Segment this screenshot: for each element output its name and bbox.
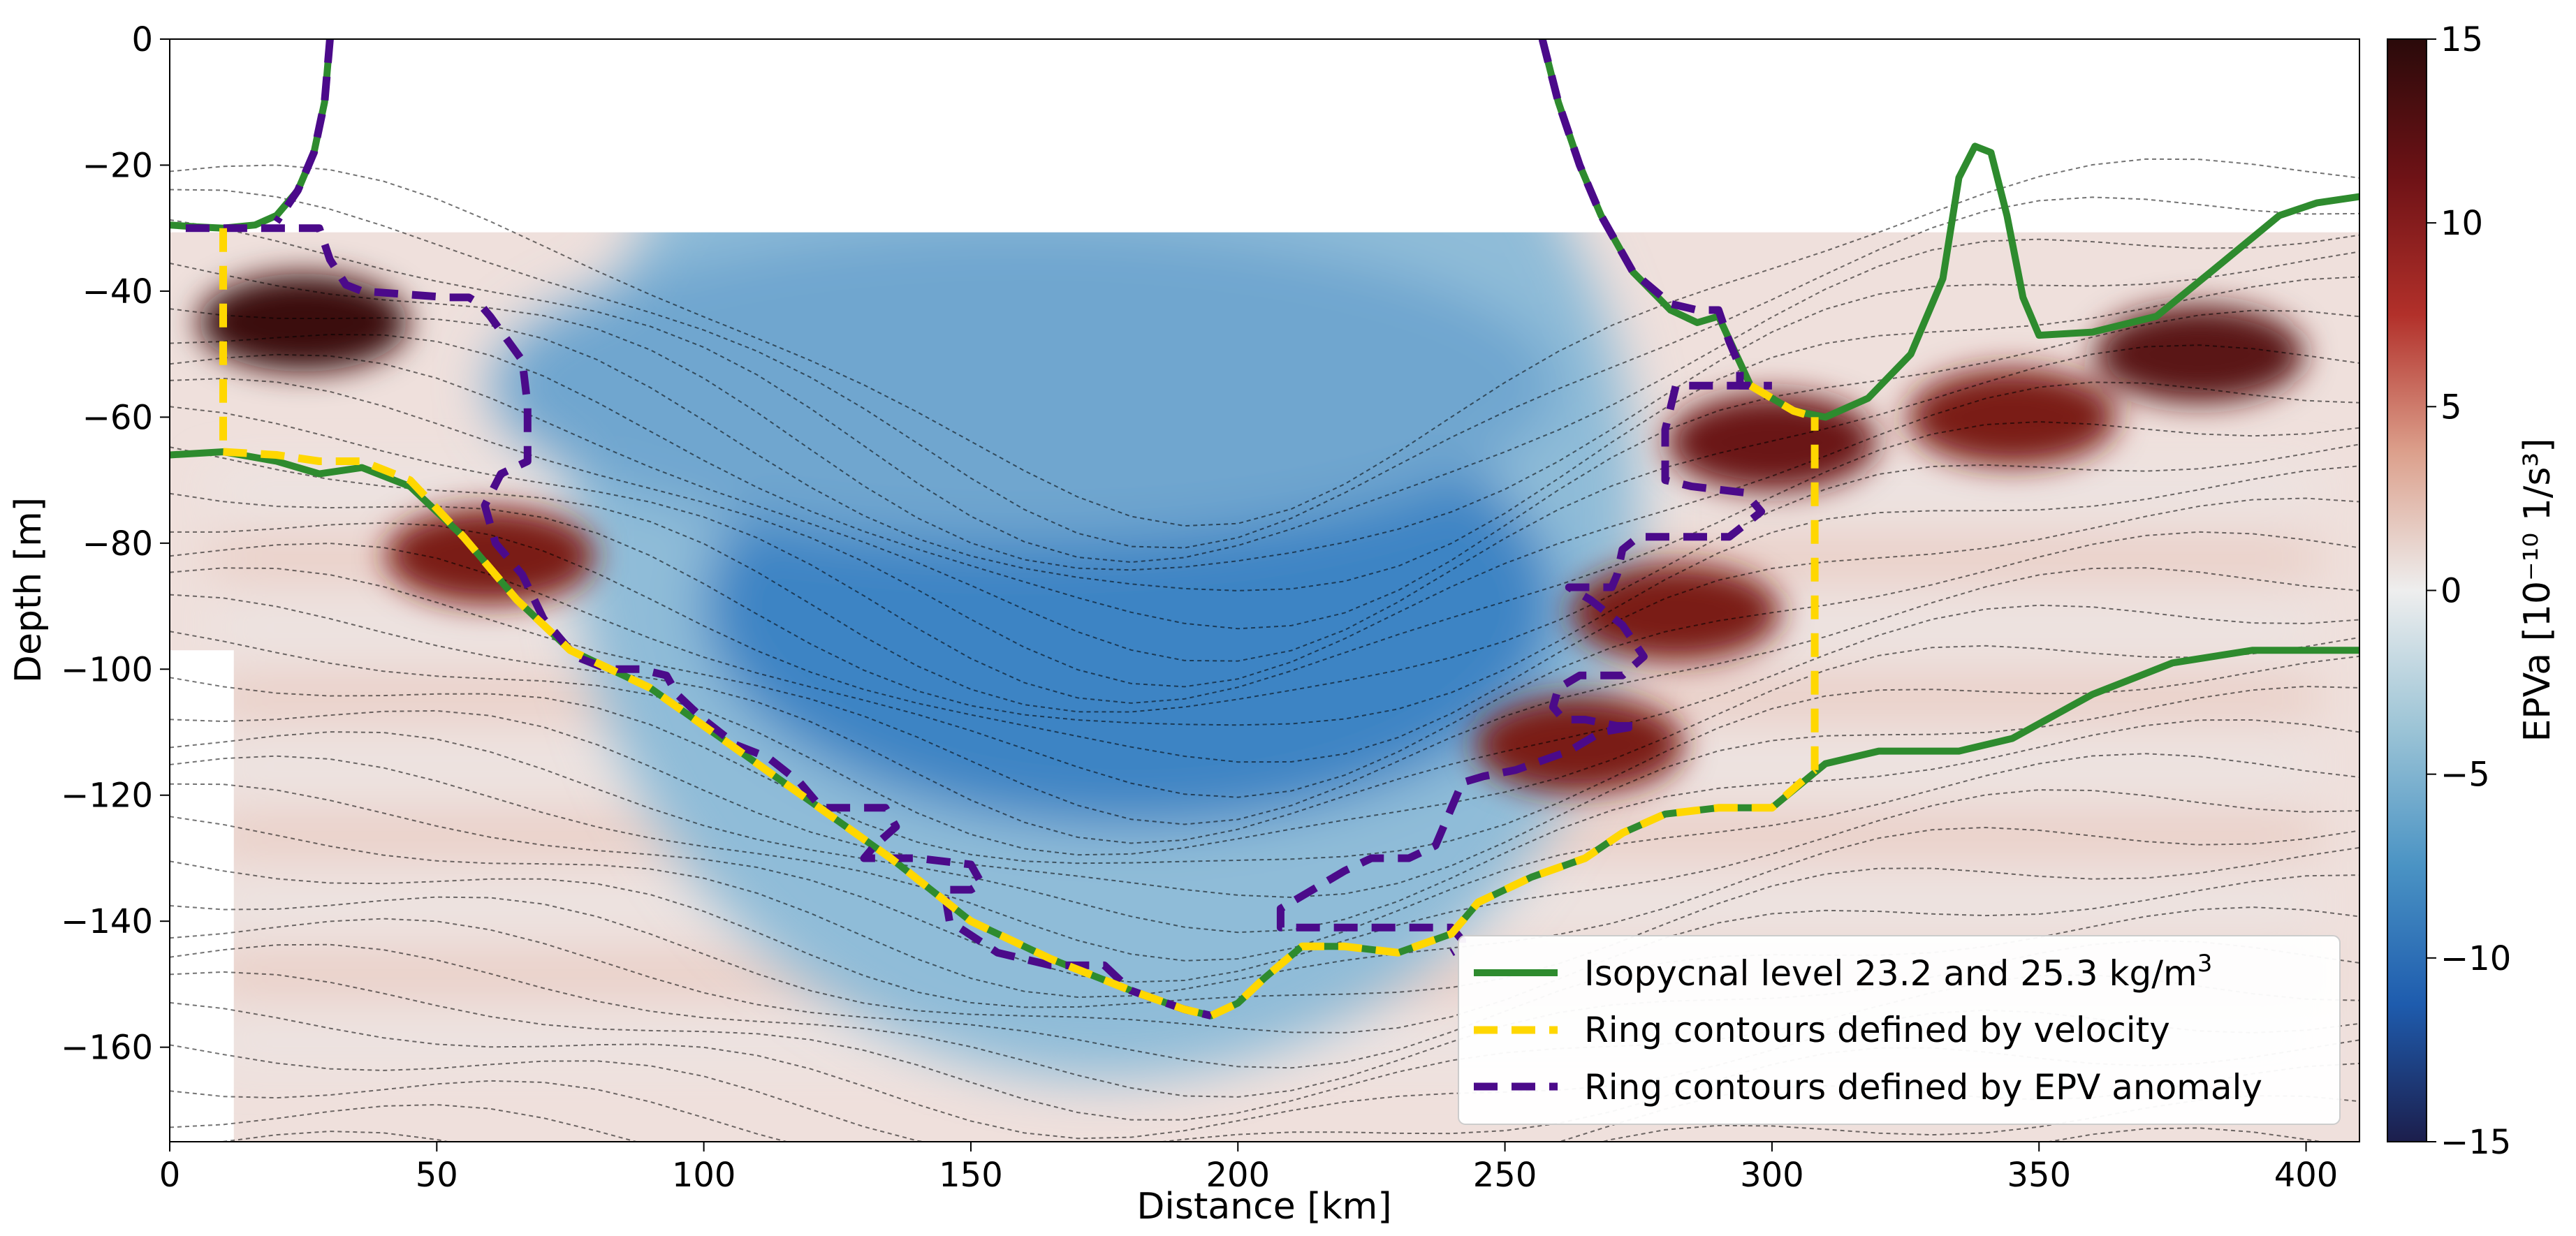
y-axis: 0 −20 −40 −60 −80 −100 −120 −140 −160 xyxy=(61,20,170,1068)
legend-label-epv: Ring contours defined by EPV anomaly xyxy=(1584,1067,2262,1108)
x-tick-label: 150 xyxy=(939,1156,1003,1195)
x-tick-label: 50 xyxy=(416,1156,458,1195)
isoline xyxy=(170,846,2359,1008)
isoline xyxy=(170,1095,2359,1142)
isoline xyxy=(170,1039,2359,1142)
isoline xyxy=(170,874,2359,1033)
colorbar-tick-label: 15 xyxy=(2440,20,2483,59)
positive-patch xyxy=(2094,305,2304,404)
plot-frame xyxy=(169,38,2360,1142)
colorbar-tick-label: −15 xyxy=(2440,1123,2511,1162)
x-axis: 0 50 100 150 200 250 300 350 400 xyxy=(159,1142,2339,1195)
colorbar-gradient xyxy=(2387,38,2427,1142)
isoline xyxy=(170,939,2359,1098)
x-tick-label: 300 xyxy=(1740,1156,1804,1195)
contour-ring-contours-defined-by-velocity xyxy=(223,448,1817,1020)
colorbar-tick-label: 10 xyxy=(2440,204,2483,243)
positive-patch xyxy=(1571,564,1781,662)
isoline xyxy=(170,276,2359,591)
y-tick-label: −140 xyxy=(61,902,153,941)
colorbar: 15 10 5 0 −5 −10 −15 EPVa [10⁻¹⁰ 1/s³] xyxy=(2387,20,2559,1162)
density-isolines xyxy=(170,158,2359,1142)
x-axis-title: Distance [km] xyxy=(1136,1186,1391,1228)
x-tick-label: 0 xyxy=(159,1156,181,1195)
x-tick-label: 200 xyxy=(1206,1156,1270,1195)
legend-label-velocity: Ring contours defined by velocity xyxy=(1584,1010,2170,1050)
positive-patch xyxy=(198,274,409,372)
colorbar-label: EPVa [10⁻¹⁰ 1/s³] xyxy=(2517,438,2559,742)
contour-isopycnal-23-2-kg-m3 xyxy=(1539,39,2359,421)
contour-ring-contours-defined-by-epv-anomaly xyxy=(1276,381,1766,957)
y-tick-label: −160 xyxy=(61,1029,153,1068)
isoline xyxy=(170,594,2359,844)
isoline xyxy=(170,719,2359,934)
isoline xyxy=(170,497,2359,763)
isoline xyxy=(170,251,2359,571)
legend-box xyxy=(1458,935,2341,1125)
legend: Isopycnal level 23.2 and 25.3 kg/m3 Ring… xyxy=(1458,935,2341,1125)
y-tick-label: −20 xyxy=(82,146,153,185)
y-tick-label: −80 xyxy=(82,524,153,564)
isoline xyxy=(170,443,2359,713)
colorbar-tick-label: 0 xyxy=(2440,572,2462,611)
blank-top xyxy=(170,39,2359,233)
isoline xyxy=(170,406,2359,704)
plot-area xyxy=(169,38,2360,1142)
colorbar-ticks: 15 10 5 0 −5 −10 −15 xyxy=(2427,20,2511,1162)
negative-core-top xyxy=(490,228,1559,543)
contour-ring-contours-defined-by-velocity xyxy=(1748,382,1816,421)
legend-label-isopycnal: Isopycnal level 23.2 and 25.3 kg/m3 xyxy=(1584,950,2212,994)
isoline xyxy=(170,219,2359,564)
isoline xyxy=(170,753,2359,962)
contour-ring-contours-defined-by-epv-anomaly xyxy=(273,39,334,224)
isoline xyxy=(170,158,2359,527)
isoline xyxy=(170,783,2359,983)
colorbar-tick-label: 5 xyxy=(2440,388,2462,427)
isoline xyxy=(170,655,2359,865)
positive-patch xyxy=(1907,368,2117,466)
colorbar-tick-label: −5 xyxy=(2440,756,2490,795)
y-tick-label: −100 xyxy=(61,650,153,689)
x-tick-label: 100 xyxy=(672,1156,736,1195)
x-tick-label: 250 xyxy=(1473,1156,1537,1195)
isoline xyxy=(170,685,2359,899)
contour-isopycnal-25-3-kg-m3 xyxy=(170,448,2359,1020)
isoline xyxy=(170,465,2359,726)
y-tick-label: 0 xyxy=(131,20,153,59)
ring-contours xyxy=(170,39,2359,1020)
y-tick-label: −120 xyxy=(61,777,153,816)
positive-patch xyxy=(385,506,595,605)
x-tick-label: 350 xyxy=(2007,1156,2071,1195)
y-tick-label: −40 xyxy=(82,272,153,311)
isoline xyxy=(170,631,2359,856)
isoline xyxy=(170,377,2359,688)
y-tick-label: −60 xyxy=(82,398,153,437)
blank-corner xyxy=(170,650,234,1142)
isoline xyxy=(170,344,2359,662)
colorbar-tick-label: −10 xyxy=(2440,939,2511,978)
isoline xyxy=(170,531,2359,798)
isoline xyxy=(170,309,2359,630)
contour-ring-contours-defined-by-epv-anomaly xyxy=(185,224,1213,1020)
isoline xyxy=(170,189,2359,549)
y-axis-title: Depth [m] xyxy=(8,497,50,683)
x-tick-label: 400 xyxy=(2274,1156,2339,1195)
